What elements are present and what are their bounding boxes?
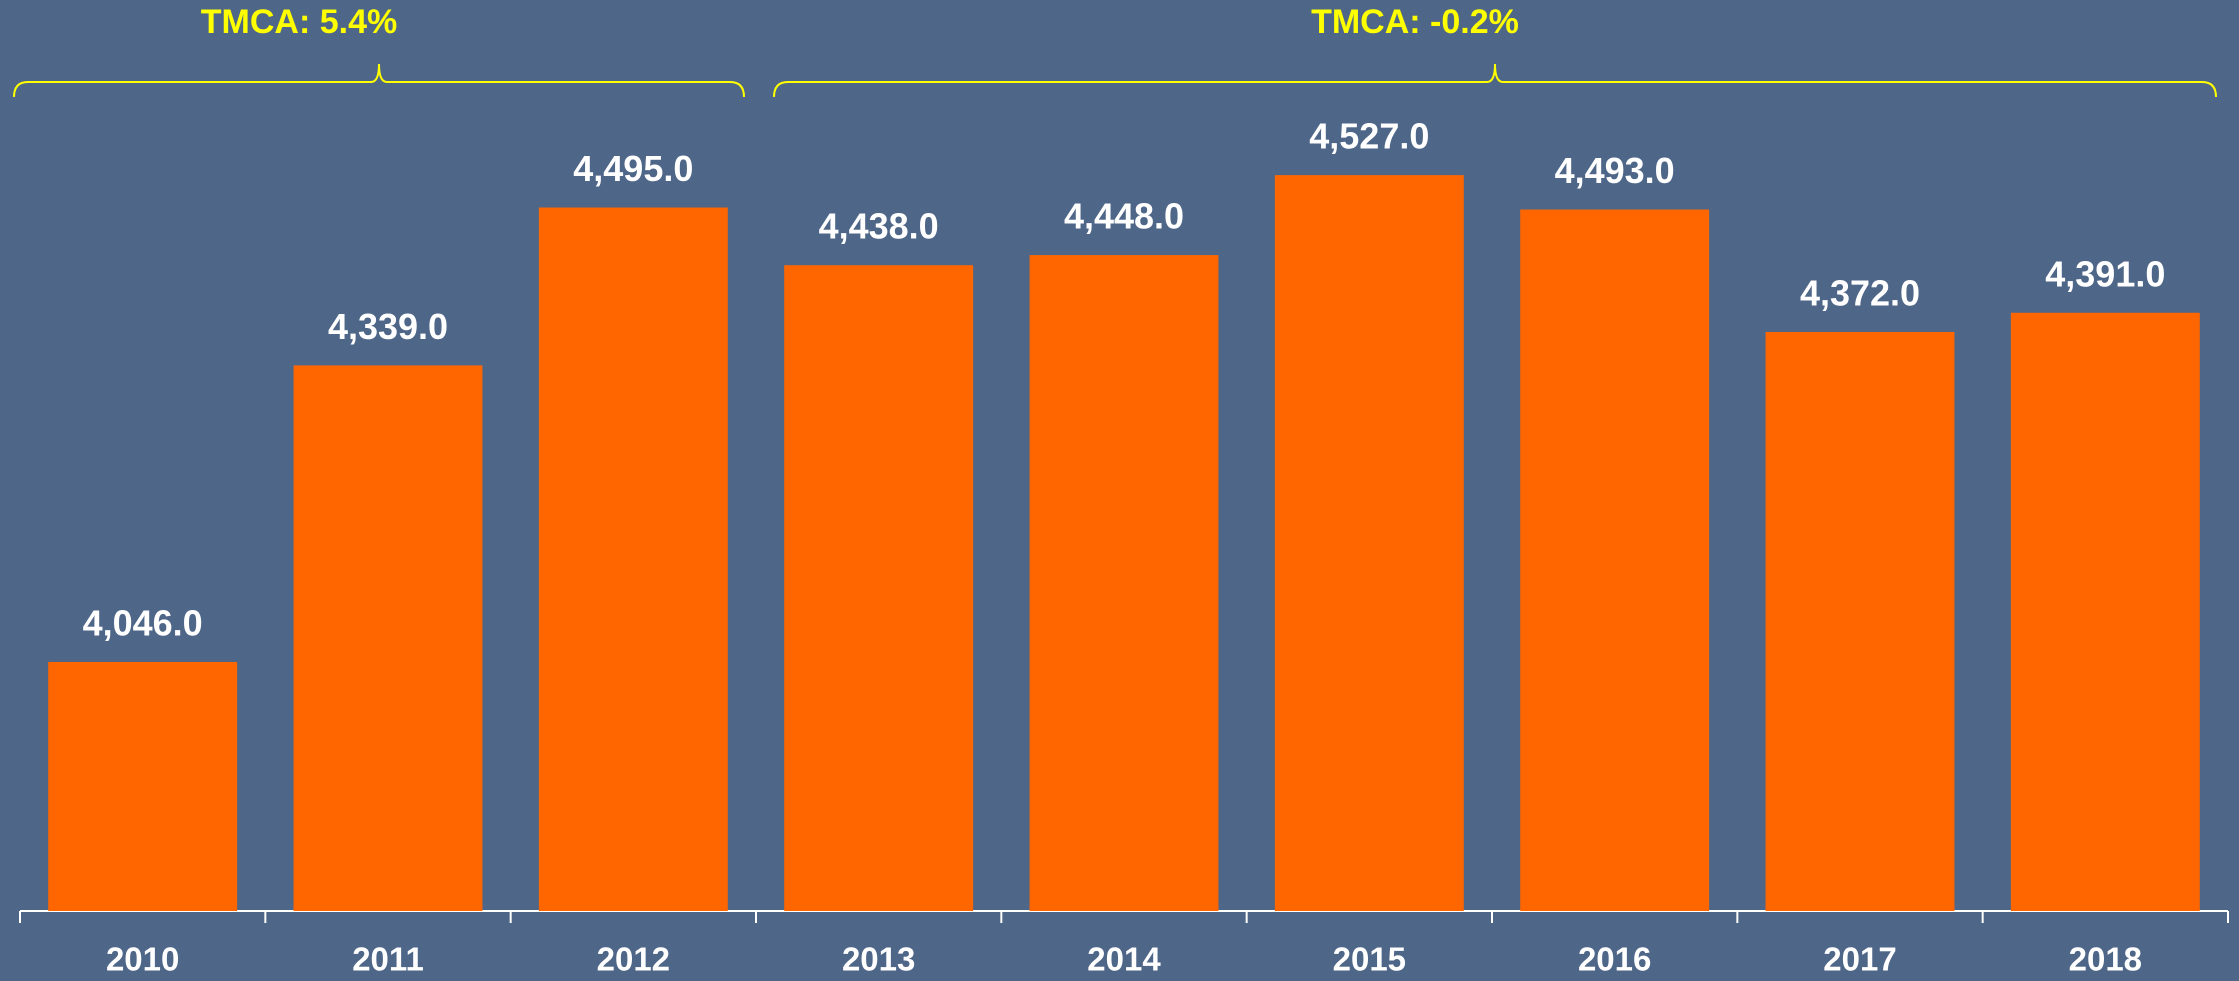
x-tick-label: 2011 — [352, 941, 424, 978]
bar — [48, 661, 238, 911]
bar — [784, 265, 974, 911]
value-label: 4,495.0 — [573, 148, 693, 189]
x-tick-label: 2010 — [106, 941, 179, 978]
annotation: TMCA: -0.2% — [1311, 3, 1519, 41]
bar — [1274, 175, 1464, 911]
value-label: 4,448.0 — [1064, 196, 1184, 237]
value-label: 4,438.0 — [819, 206, 939, 247]
x-tick-label: 2018 — [2069, 941, 2142, 978]
value-label: 4,527.0 — [1309, 116, 1429, 157]
bar — [293, 365, 483, 911]
bar — [538, 207, 728, 911]
x-tick-label: 2013 — [842, 941, 915, 978]
bracket — [13, 63, 745, 98]
value-label: 4,339.0 — [328, 306, 448, 347]
x-tick-label: 2017 — [1823, 941, 1896, 978]
bar — [2010, 312, 2200, 911]
value-label: 4,493.0 — [1555, 150, 1675, 191]
value-label: 4,391.0 — [2045, 253, 2165, 294]
x-tick-label: 2016 — [1578, 941, 1651, 978]
x-tick-label: 2014 — [1087, 941, 1161, 978]
annotation: TMCA: 5.4% — [201, 3, 397, 41]
x-tick-label: 2015 — [1333, 941, 1406, 978]
bar — [1029, 255, 1219, 911]
bar — [1520, 209, 1710, 911]
bracket — [773, 63, 2217, 98]
x-tick-label: 2012 — [597, 941, 670, 978]
bar — [1765, 332, 1955, 911]
value-label: 4,372.0 — [1800, 273, 1920, 314]
value-label: 4,046.0 — [83, 603, 203, 644]
